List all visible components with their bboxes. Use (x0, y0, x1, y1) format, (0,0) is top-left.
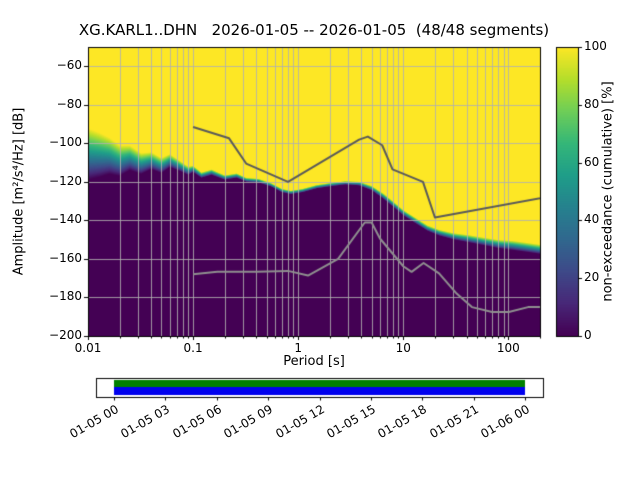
y-tick-label: −160 (49, 250, 82, 265)
y-tick-label: −80 (56, 96, 82, 111)
x-axis-label: Period [s] (283, 354, 345, 369)
colorbar-tick-label: 80 (584, 96, 600, 111)
y-tick-label: −100 (49, 135, 82, 150)
colorbar-label: non-exceedance (cumulative) [%] (600, 81, 616, 302)
y-tick-label: −200 (49, 328, 82, 342)
colorbar-tick-label: 100 (584, 39, 607, 53)
y-tick-label: −140 (49, 212, 82, 227)
colorbar-tick-label: 60 (584, 154, 600, 169)
x-tick-label: 0.01 (74, 341, 102, 355)
x-tick-label: 10 (395, 341, 411, 355)
x-tick-label: 100 (496, 341, 520, 355)
colorbar-tick-label: 20 (584, 270, 600, 285)
colorbar-tick-label: 0 (584, 328, 592, 342)
chart-title: XG.KARL1..DHN 2026-01-05 -- 2026-01-05 (… (78, 21, 550, 39)
x-tick-label: 1 (294, 341, 302, 355)
y-tick-label: −60 (56, 58, 82, 73)
y-tick-label: −180 (49, 289, 82, 304)
colorbar-tick-label: 40 (584, 212, 600, 227)
x-tick-label: 0.1 (183, 341, 203, 355)
y-tick-label: −120 (49, 173, 82, 188)
